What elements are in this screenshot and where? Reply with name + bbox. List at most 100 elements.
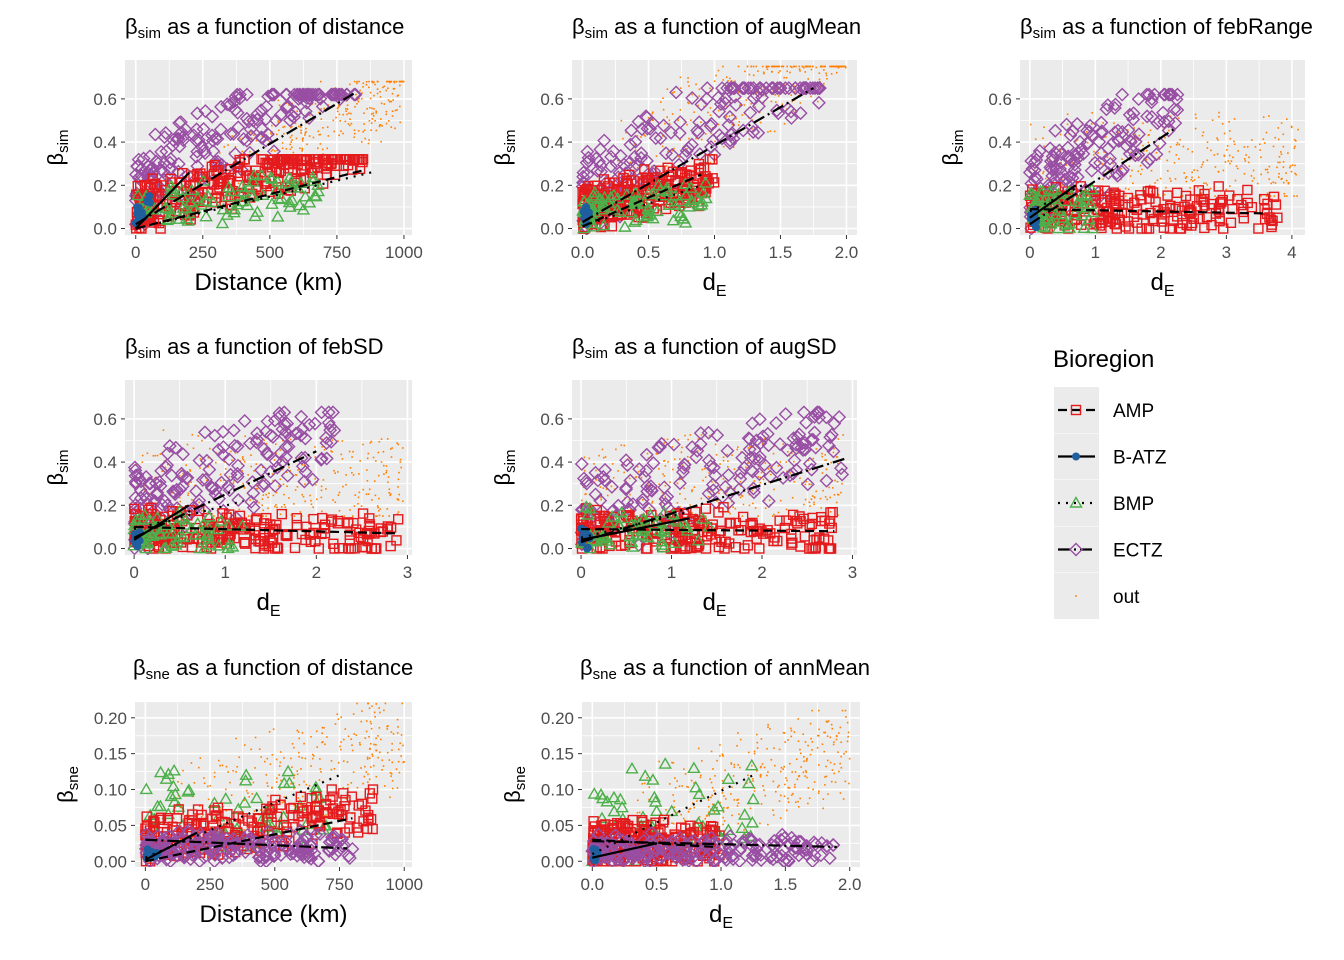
data-point-BMP <box>136 513 150 525</box>
data-point-ECTZ <box>647 164 662 179</box>
data-point-out <box>1183 172 1186 174</box>
data-point-ECTZ <box>189 149 204 164</box>
data-point-BMP <box>272 192 286 205</box>
data-point-out <box>1203 182 1205 185</box>
x-tick-label: 2 <box>1156 243 1165 262</box>
data-point-ECTZ <box>639 447 654 462</box>
data-point-out <box>1270 182 1273 185</box>
data-point-out <box>385 122 388 125</box>
data-point-out <box>1201 134 1204 137</box>
data-point-out <box>375 110 378 113</box>
data-point-ECTZ <box>644 482 659 497</box>
data-point-ECTZ <box>835 467 850 482</box>
data-point-BMP <box>162 202 177 215</box>
data-point-ECTZ <box>706 460 721 475</box>
data-point-out <box>301 150 303 152</box>
data-point-out <box>320 496 323 499</box>
data-point-out <box>1296 195 1298 197</box>
data-point-out <box>1262 138 1265 140</box>
data-point-out <box>370 122 373 124</box>
data-point-out <box>1163 193 1166 196</box>
x-axis-label-subscript: E <box>716 283 727 300</box>
data-point-out <box>243 799 246 801</box>
data-point-ECTZ <box>1043 160 1058 175</box>
data-point-out <box>1262 116 1265 118</box>
data-point-out <box>1281 177 1283 180</box>
data-point-AMP <box>629 185 641 196</box>
data-point-BMP <box>630 193 645 206</box>
data-point-out <box>262 509 264 512</box>
data-point-ECTZ <box>166 484 181 499</box>
data-point-AMP <box>1129 197 1140 208</box>
data-point-ECTZ <box>152 475 167 490</box>
data-point-ECTZ <box>1170 103 1185 118</box>
data-point-out <box>188 816 191 818</box>
data-point-out <box>628 498 631 501</box>
data-point-out <box>316 481 318 483</box>
data-point-out <box>375 515 377 517</box>
data-point-out <box>1277 138 1280 141</box>
data-point-out <box>759 121 762 124</box>
data-point-out <box>368 757 371 760</box>
data-point-out <box>1194 127 1197 130</box>
data-point-ECTZ <box>1073 134 1088 149</box>
data-point-ECTZ <box>130 467 145 482</box>
data-point-out <box>350 122 353 125</box>
data-point-out <box>774 94 777 96</box>
data-point-AMP <box>1147 187 1159 198</box>
data-point-out <box>740 494 743 497</box>
data-point-out <box>250 465 253 468</box>
data-point-BMP <box>1043 184 1057 197</box>
data-point-out <box>1182 145 1185 148</box>
data-point-out <box>304 483 306 486</box>
data-point-out <box>370 742 372 745</box>
data-point-out <box>388 488 391 491</box>
data-point-out <box>316 498 318 501</box>
data-point-BMP <box>150 511 165 523</box>
data-point-ECTZ <box>1115 124 1130 139</box>
data-point-out <box>260 756 262 758</box>
data-point-out <box>309 494 311 497</box>
data-point-out <box>386 438 389 440</box>
data-point-out <box>711 481 713 483</box>
data-point-ECTZ <box>150 485 165 500</box>
data-point-out <box>758 111 761 114</box>
y-tick-label: 0.4 <box>988 133 1012 152</box>
data-point-out <box>367 493 370 495</box>
y-axis-label: βsim <box>43 130 72 166</box>
data-point-out <box>388 100 391 103</box>
data-point-out <box>722 456 725 459</box>
data-point-out <box>370 766 372 768</box>
data-point-out <box>321 510 323 513</box>
data-points <box>127 405 404 555</box>
data-point-out <box>372 114 375 117</box>
data-point-out <box>750 102 753 105</box>
data-point-out <box>1087 195 1089 197</box>
data-point-out <box>355 93 357 96</box>
data-point-BMP <box>1040 211 1055 224</box>
data-point-out <box>383 103 386 105</box>
data-point-BMP <box>650 204 664 217</box>
data-point-out <box>340 130 342 132</box>
data-point-out <box>353 129 356 132</box>
data-point-out <box>1048 159 1051 162</box>
data-point-AMP <box>361 529 373 540</box>
data-point-out <box>709 87 711 90</box>
data-point-ECTZ <box>1054 147 1069 162</box>
data-point-ECTZ <box>162 155 177 170</box>
data-point-out <box>1076 139 1079 141</box>
data-point-out <box>783 76 785 79</box>
data-point-out <box>323 107 325 110</box>
data-point-AMP <box>305 536 317 548</box>
data-point-out <box>401 702 404 705</box>
data-point-out <box>777 511 780 514</box>
chart-title-subscript: sne <box>146 666 170 683</box>
data-point-out <box>1274 182 1277 184</box>
data-point-out <box>1066 113 1069 116</box>
data-point-out <box>294 489 297 491</box>
data-point-out <box>777 71 780 74</box>
data-point-out <box>795 65 797 68</box>
data-point-out <box>386 725 388 728</box>
data-point-out <box>338 134 340 137</box>
